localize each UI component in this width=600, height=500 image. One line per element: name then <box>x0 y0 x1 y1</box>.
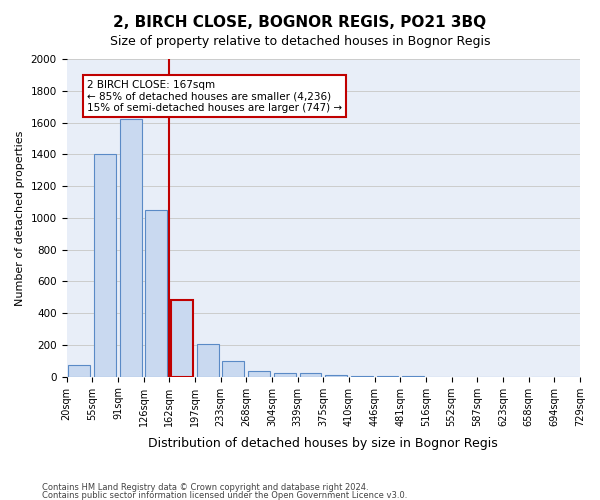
Bar <box>274 372 296 376</box>
Bar <box>171 300 193 376</box>
Bar <box>223 361 244 376</box>
Bar <box>299 374 322 376</box>
Bar <box>248 370 270 376</box>
Text: Size of property relative to detached houses in Bognor Regis: Size of property relative to detached ho… <box>110 35 490 48</box>
Text: Contains HM Land Registry data © Crown copyright and database right 2024.: Contains HM Land Registry data © Crown c… <box>42 484 368 492</box>
Bar <box>94 154 116 376</box>
Bar <box>120 120 142 376</box>
Text: 2, BIRCH CLOSE, BOGNOR REGIS, PO21 3BQ: 2, BIRCH CLOSE, BOGNOR REGIS, PO21 3BQ <box>113 15 487 30</box>
Y-axis label: Number of detached properties: Number of detached properties <box>15 130 25 306</box>
Bar <box>197 344 218 376</box>
Bar <box>145 210 167 376</box>
Bar <box>325 375 347 376</box>
Text: Contains public sector information licensed under the Open Government Licence v3: Contains public sector information licen… <box>42 490 407 500</box>
Bar <box>68 365 90 376</box>
X-axis label: Distribution of detached houses by size in Bognor Regis: Distribution of detached houses by size … <box>148 437 498 450</box>
Text: 2 BIRCH CLOSE: 167sqm
← 85% of detached houses are smaller (4,236)
15% of semi-d: 2 BIRCH CLOSE: 167sqm ← 85% of detached … <box>87 80 342 113</box>
